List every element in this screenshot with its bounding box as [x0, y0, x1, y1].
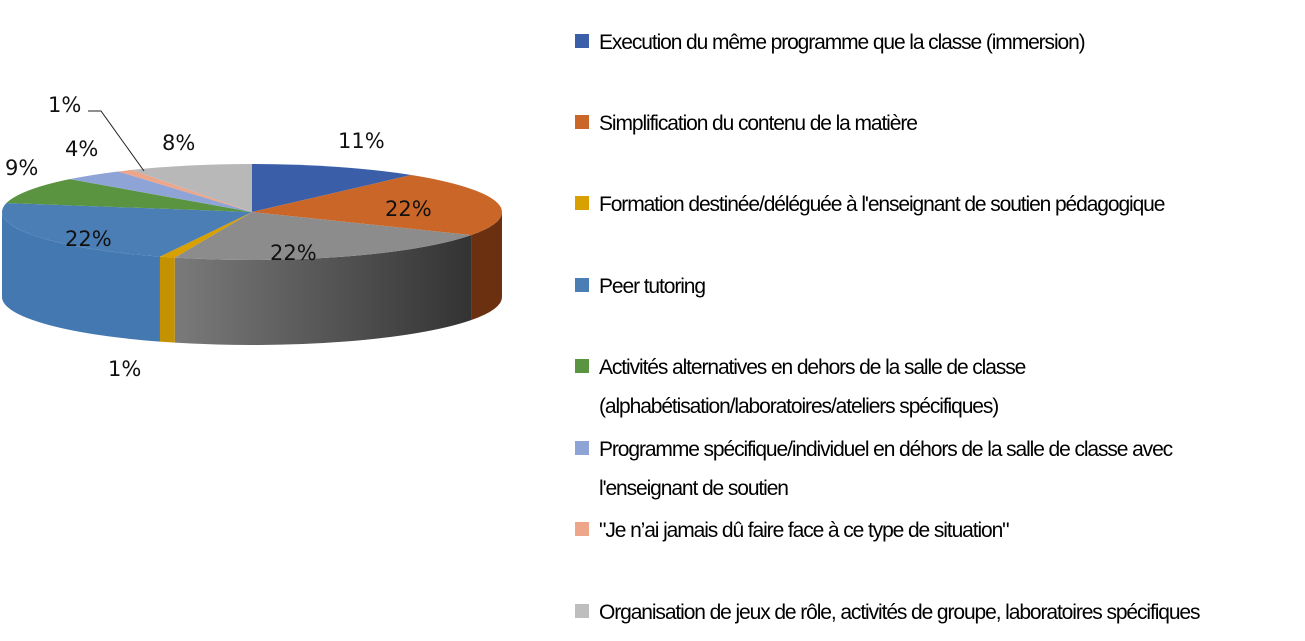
pie-chart-graphic: 11% 22% 22% 1% 22% 9% 4% 1% 8%: [1, 93, 502, 381]
legend-label: Activités alternatives en dehors de la s…: [599, 356, 1026, 418]
legend-label: Organisation de jeux de rôle, activités …: [599, 601, 1201, 624]
legend-label: Programme spécifique/individuel en déhor…: [599, 438, 1173, 500]
legend-swatch-icon: [575, 441, 589, 455]
legend-item: Simplification du contenu de la matière: [575, 104, 918, 143]
data-label: 1%: [48, 93, 81, 117]
pie-chart: 11% 22% 22% 1% 22% 9% 4% 1% 8%: [0, 0, 560, 641]
legend-label: Peer tutoring: [599, 275, 706, 298]
legend-swatch-icon: [575, 115, 589, 129]
pie-slice: [118, 169, 252, 212]
legend-item: Programme spécifique/individuel en déhor…: [575, 430, 1173, 508]
pie-slice: [69, 171, 252, 212]
legend-item: Execution du même programme que la class…: [575, 23, 1086, 62]
pie-slice: [159, 212, 252, 258]
pie-slice-side: [159, 256, 175, 343]
legend-item: Activités alternatives en dehors de la s…: [575, 348, 1026, 426]
legend-swatch-icon: [575, 359, 589, 373]
data-label: 4%: [65, 137, 98, 161]
pie-slice-side: [174, 235, 472, 346]
pie-slice-side: [471, 212, 502, 321]
pie-slice: [6, 179, 252, 212]
legend-swatch-icon: [575, 522, 589, 536]
pie-slice-side: [2, 212, 160, 342]
leader-line: [88, 110, 145, 172]
pie-slice: [174, 212, 472, 260]
pie-side-walls: [2, 212, 502, 346]
data-label: 11%: [338, 129, 385, 153]
data-label: 22%: [65, 227, 112, 251]
legend-swatch-icon: [575, 196, 589, 210]
pie-top-faces: [1, 164, 502, 260]
pie-slice: [131, 164, 252, 212]
legend-label: "Je n’ai jamais dû faire face à ce type …: [599, 519, 1010, 542]
chart-legend: Execution du même programme que la class…: [575, 0, 1300, 641]
data-label: 9%: [5, 156, 38, 180]
pie-slice: [252, 164, 412, 212]
legend-label: Execution du même programme que la class…: [599, 31, 1086, 54]
legend-swatch-icon: [575, 604, 589, 618]
data-label: 22%: [270, 241, 317, 265]
legend-swatch-icon: [575, 278, 589, 292]
data-label: 1%: [108, 357, 141, 381]
legend-swatch-icon: [575, 34, 589, 48]
legend-item: "Je n’ai jamais dû faire face à ce type …: [575, 511, 1010, 550]
legend-item: Peer tutoring: [575, 267, 706, 306]
legend-label: Formation destinée/déléguée à l'enseigna…: [599, 193, 1165, 216]
legend-label: Simplification du contenu de la matière: [599, 112, 918, 135]
legend-item: Organisation de jeux de rôle, activités …: [575, 593, 1201, 632]
data-label: 22%: [385, 197, 432, 221]
pie-slice: [1, 203, 253, 257]
data-label: 8%: [162, 131, 195, 155]
pie-slice: [252, 175, 502, 236]
legend-item: Formation destinée/déléguée à l'enseigna…: [575, 185, 1165, 224]
